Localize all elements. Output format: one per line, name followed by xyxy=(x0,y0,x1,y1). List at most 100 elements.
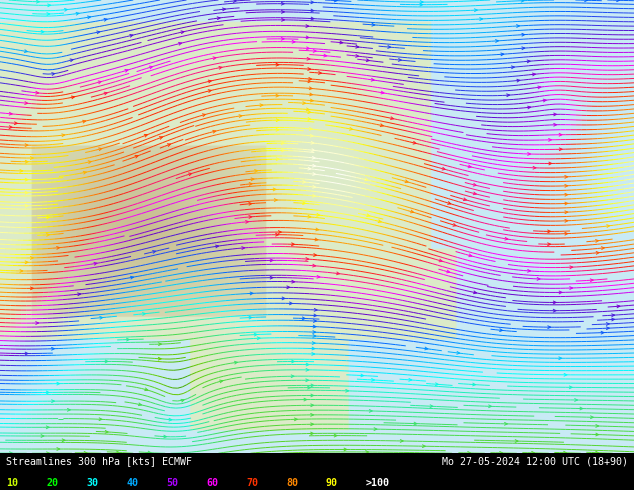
FancyArrowPatch shape xyxy=(105,430,108,433)
FancyArrowPatch shape xyxy=(311,404,314,407)
FancyArrowPatch shape xyxy=(422,445,425,447)
FancyArrowPatch shape xyxy=(312,352,314,355)
FancyArrowPatch shape xyxy=(517,79,520,82)
FancyArrowPatch shape xyxy=(56,246,60,249)
FancyArrowPatch shape xyxy=(430,405,433,408)
FancyArrowPatch shape xyxy=(25,178,28,181)
FancyArrowPatch shape xyxy=(414,422,417,425)
FancyArrowPatch shape xyxy=(532,451,534,454)
FancyArrowPatch shape xyxy=(164,435,167,438)
FancyArrowPatch shape xyxy=(595,451,598,454)
FancyArrowPatch shape xyxy=(292,40,295,43)
FancyArrowPatch shape xyxy=(41,30,44,33)
FancyArrowPatch shape xyxy=(76,12,79,15)
Text: 60: 60 xyxy=(206,478,218,488)
FancyArrowPatch shape xyxy=(553,113,557,116)
FancyArrowPatch shape xyxy=(208,80,211,83)
FancyArrowPatch shape xyxy=(25,160,28,163)
FancyArrowPatch shape xyxy=(564,451,566,454)
FancyArrowPatch shape xyxy=(606,327,609,330)
FancyArrowPatch shape xyxy=(287,286,290,289)
FancyArrowPatch shape xyxy=(388,46,391,49)
FancyArrowPatch shape xyxy=(553,123,557,126)
FancyArrowPatch shape xyxy=(307,386,311,389)
FancyArrowPatch shape xyxy=(25,352,28,355)
FancyArrowPatch shape xyxy=(276,94,279,97)
FancyArrowPatch shape xyxy=(57,382,60,385)
FancyArrowPatch shape xyxy=(223,8,226,11)
FancyArrowPatch shape xyxy=(313,335,316,338)
FancyArrowPatch shape xyxy=(548,230,550,233)
FancyArrowPatch shape xyxy=(302,180,306,183)
FancyArrowPatch shape xyxy=(10,452,12,455)
FancyArrowPatch shape xyxy=(409,378,411,381)
FancyArrowPatch shape xyxy=(606,322,609,325)
FancyArrowPatch shape xyxy=(309,77,311,80)
FancyArrowPatch shape xyxy=(565,220,567,222)
FancyArrowPatch shape xyxy=(127,338,129,341)
FancyArrowPatch shape xyxy=(569,386,572,389)
FancyArrowPatch shape xyxy=(98,81,101,84)
FancyArrowPatch shape xyxy=(334,434,337,437)
FancyArrowPatch shape xyxy=(306,368,309,371)
FancyArrowPatch shape xyxy=(281,149,284,152)
FancyArrowPatch shape xyxy=(372,378,374,381)
FancyArrowPatch shape xyxy=(366,214,370,217)
FancyArrowPatch shape xyxy=(313,325,316,328)
FancyArrowPatch shape xyxy=(468,165,471,168)
FancyArrowPatch shape xyxy=(337,272,339,275)
FancyArrowPatch shape xyxy=(216,245,219,248)
FancyArrowPatch shape xyxy=(48,4,51,7)
FancyArrowPatch shape xyxy=(84,451,87,454)
FancyArrowPatch shape xyxy=(169,418,172,421)
FancyArrowPatch shape xyxy=(468,452,470,454)
FancyArrowPatch shape xyxy=(153,250,155,253)
FancyArrowPatch shape xyxy=(46,216,49,219)
FancyArrowPatch shape xyxy=(564,373,567,376)
FancyArrowPatch shape xyxy=(316,228,319,231)
FancyArrowPatch shape xyxy=(420,3,423,6)
FancyArrowPatch shape xyxy=(67,409,70,411)
FancyArrowPatch shape xyxy=(282,297,285,300)
FancyArrowPatch shape xyxy=(585,0,588,1)
FancyArrowPatch shape xyxy=(306,363,309,366)
FancyArrowPatch shape xyxy=(474,9,477,12)
FancyArrowPatch shape xyxy=(453,223,456,226)
FancyArrowPatch shape xyxy=(273,188,276,191)
FancyArrowPatch shape xyxy=(565,185,567,187)
Text: Streamlines 300 hPa [kts] ECMWF: Streamlines 300 hPa [kts] ECMWF xyxy=(6,456,192,466)
FancyArrowPatch shape xyxy=(311,9,314,12)
FancyArrowPatch shape xyxy=(82,120,86,123)
FancyArrowPatch shape xyxy=(527,106,531,109)
FancyArrowPatch shape xyxy=(116,451,119,454)
FancyArrowPatch shape xyxy=(549,162,552,165)
FancyArrowPatch shape xyxy=(52,73,55,75)
FancyArrowPatch shape xyxy=(410,210,413,213)
FancyArrowPatch shape xyxy=(538,86,541,89)
FancyArrowPatch shape xyxy=(522,33,525,36)
FancyArrowPatch shape xyxy=(311,394,314,397)
FancyArrowPatch shape xyxy=(447,270,450,273)
FancyArrowPatch shape xyxy=(213,130,216,133)
FancyArrowPatch shape xyxy=(565,211,567,214)
FancyArrowPatch shape xyxy=(489,405,491,408)
FancyArrowPatch shape xyxy=(307,57,310,60)
FancyArrowPatch shape xyxy=(208,90,211,93)
FancyArrowPatch shape xyxy=(356,46,359,48)
FancyArrowPatch shape xyxy=(158,343,161,345)
FancyArrowPatch shape xyxy=(219,67,222,69)
FancyArrowPatch shape xyxy=(145,388,148,391)
FancyArrowPatch shape xyxy=(596,433,598,436)
FancyArrowPatch shape xyxy=(145,134,147,137)
FancyArrowPatch shape xyxy=(309,93,313,96)
Text: 10: 10 xyxy=(6,478,18,488)
FancyArrowPatch shape xyxy=(181,31,184,34)
FancyArrowPatch shape xyxy=(507,94,510,97)
FancyArrowPatch shape xyxy=(97,31,100,34)
FancyArrowPatch shape xyxy=(380,124,384,126)
FancyArrowPatch shape xyxy=(158,357,161,360)
FancyArrowPatch shape xyxy=(505,422,507,425)
FancyArrowPatch shape xyxy=(125,70,128,72)
FancyArrowPatch shape xyxy=(473,383,476,386)
FancyArrowPatch shape xyxy=(442,168,445,170)
